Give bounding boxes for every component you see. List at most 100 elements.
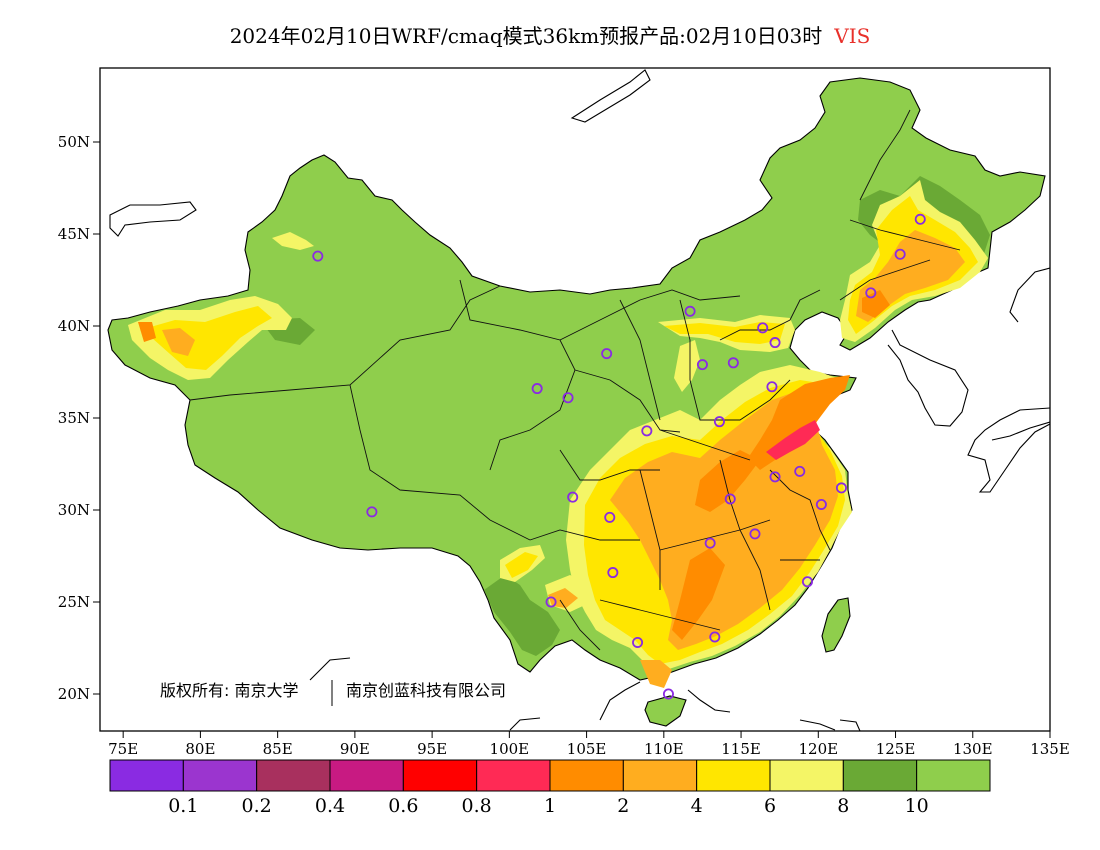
station-xian-marker — [641, 425, 653, 437]
station-yinchuan-marker — [601, 348, 613, 360]
legend-swatch — [402, 759, 478, 792]
legend-label: 4 — [691, 795, 703, 817]
lon-tick-label: 75E — [108, 740, 138, 758]
station-jinan-marker — [766, 381, 778, 393]
legend-swatch — [476, 759, 551, 792]
taiwan-island — [821, 597, 851, 653]
title-variable: VIS — [834, 24, 871, 48]
map-layers — [107, 69, 1050, 731]
lon-tick-label: 85E — [263, 740, 293, 758]
station-shijiazhuang-marker — [727, 357, 739, 369]
lat-tick-label: 45N — [58, 225, 90, 243]
lon-tick-label: 120E — [798, 740, 838, 758]
lon-tick-label: 115E — [721, 740, 761, 758]
vis-4-6-zone — [140, 306, 272, 370]
legend-label: 0.2 — [242, 795, 272, 817]
station-nanjing-marker — [794, 465, 806, 477]
station-nanchang-marker — [749, 528, 761, 540]
station-hangzhou-marker — [815, 498, 827, 510]
legend-label: 0.8 — [462, 795, 492, 817]
legend-colorbar — [109, 759, 991, 792]
copyright-right: 南京创蓝科技有限公司 — [346, 681, 506, 700]
legend-labels: 0.1 0.2 0.4 0.6 0.8 1 2 4 6 8 10 — [168, 795, 929, 817]
station-chengdu-marker — [567, 491, 579, 503]
lat-tick-label: 30N — [58, 501, 90, 519]
station-fuzhou-marker — [801, 576, 813, 588]
station-harbin-marker — [914, 213, 926, 225]
legend-label: 6 — [764, 795, 776, 817]
legend-swatch — [329, 759, 404, 792]
station-changchun-marker — [894, 248, 906, 260]
legend-swatch — [256, 759, 331, 792]
station-beijing-marker — [757, 322, 769, 334]
map-frame — [99, 67, 1051, 732]
station-shenyang-marker — [865, 287, 877, 299]
station-urumqi-marker — [312, 250, 324, 262]
vis-1-2-zone — [672, 548, 725, 640]
station-kunming-marker — [545, 596, 557, 608]
dark-green-zone — [484, 575, 560, 656]
title-main: 2024年02月10日WRF/cmaq模式36km预报产品:02月10日03时 — [229, 24, 823, 48]
legend-label: 2 — [617, 795, 629, 817]
vis-1-2-zone — [138, 322, 156, 342]
station-zhengzhou-marker — [713, 416, 725, 428]
station-lanzhou-marker — [562, 392, 574, 404]
vis-0.8-1-zone — [766, 420, 820, 460]
station-lhasa-marker — [366, 506, 378, 518]
latitude-axis: 20N 25N 30N 35N 40N 45N 50N — [58, 133, 100, 703]
legend-label: 1 — [544, 795, 556, 817]
lon-tick-label: 105E — [567, 740, 607, 758]
legend-swatch — [769, 759, 844, 792]
station-hefei-marker — [769, 471, 781, 483]
station-chongqing-marker — [604, 511, 616, 523]
station-changsha-marker — [704, 537, 716, 549]
vis-4-6-zone — [505, 552, 538, 578]
legend-label: 10 — [905, 795, 929, 817]
station-xining-marker — [531, 383, 543, 395]
station-guiyang-marker — [607, 567, 619, 579]
lat-tick-label: 40N — [58, 317, 90, 335]
lon-tick-label: 135E — [1030, 740, 1070, 758]
legend-swatch — [622, 759, 698, 792]
copyright-left: 版权所有: 南京大学 — [160, 681, 298, 700]
vis-1-2-zone — [748, 375, 850, 470]
legend-label: 0.1 — [168, 795, 198, 817]
vis-6-8-zone — [272, 232, 314, 250]
lon-tick-label: 95E — [417, 740, 447, 758]
legend-label: 8 — [837, 795, 849, 817]
map-title: 2024年02月10日WRF/cmaq模式36km预报产品:02月10日03时 V… — [0, 20, 1100, 49]
lat-tick-label: 50N — [58, 133, 90, 151]
lon-tick-label: 80E — [185, 740, 215, 758]
legend-label: 0.6 — [388, 795, 418, 817]
lon-tick-label: 110E — [644, 740, 684, 758]
legend-swatch — [842, 759, 918, 792]
lon-tick-label: 90E — [340, 740, 370, 758]
vis-2-4-zone — [162, 328, 195, 356]
lat-tick-label: 25N — [58, 593, 90, 611]
station-nanning-marker — [632, 636, 644, 648]
station-markers — [312, 213, 926, 700]
station-guangzhou-marker — [709, 631, 721, 643]
vis-6-8-zone — [674, 340, 700, 392]
province-borders — [189, 109, 961, 651]
station-shanghai-marker — [835, 482, 847, 494]
legend-label: 0.4 — [315, 795, 345, 817]
vis-4-6-zone — [664, 322, 785, 344]
station-wuhan-marker — [724, 493, 736, 505]
coastlines — [109, 69, 1050, 731]
vis-2-4-zone — [640, 660, 672, 688]
longitude-axis: 75E 80E 85E 90E 95E 100E 105E 110E 115E 120E 125E 1… — [108, 731, 1070, 758]
vis-1-2-zone — [695, 450, 760, 512]
legend-swatch — [549, 759, 624, 792]
lon-tick-label: 125E — [876, 740, 916, 758]
legend-swatch — [696, 759, 771, 792]
legend-swatch — [182, 759, 258, 792]
lon-tick-label: 130E — [953, 740, 993, 758]
station-haikou-marker — [662, 688, 674, 700]
legend-swatch — [916, 759, 991, 792]
station-taiyuan-marker — [696, 359, 708, 371]
station-tianjin-marker — [769, 337, 781, 349]
legend-swatch — [109, 759, 184, 792]
lon-tick-label: 100E — [490, 740, 530, 758]
